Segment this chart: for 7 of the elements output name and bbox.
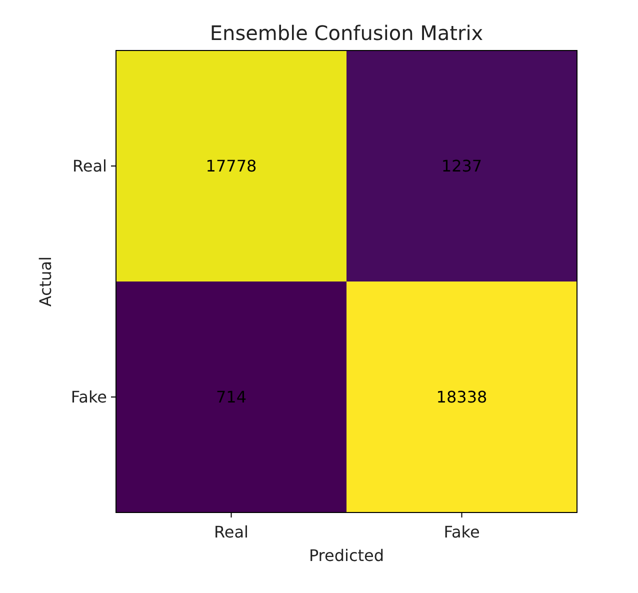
chart-title: Ensemble Confusion Matrix	[210, 21, 484, 45]
data-label: 18338	[436, 388, 488, 406]
data-label: 17778	[206, 156, 257, 176]
x-axis-title: Predicted	[308, 546, 384, 565]
y-axis-title: Actual	[36, 256, 55, 307]
data-label: 714	[216, 388, 247, 406]
data-label: 1237	[441, 156, 482, 176]
